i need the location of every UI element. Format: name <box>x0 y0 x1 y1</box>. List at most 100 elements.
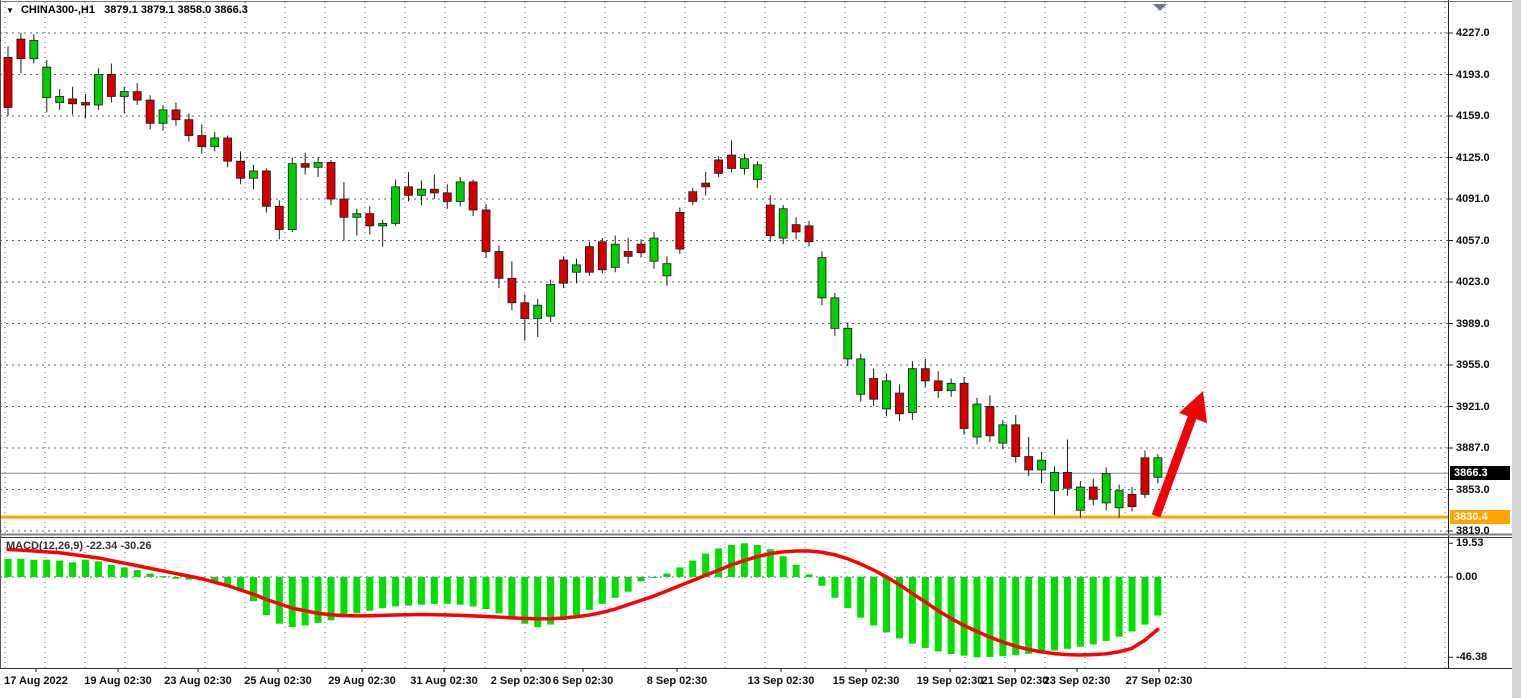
macd-histogram-bar <box>443 577 451 604</box>
macd-histogram-bar <box>1115 577 1123 637</box>
macd-histogram-bar <box>663 573 671 577</box>
macd-histogram-bar <box>805 574 813 577</box>
candlestick <box>998 424 1008 444</box>
macd-histogram-bar <box>469 577 477 607</box>
macd-histogram-bar <box>857 577 865 618</box>
macd-histogram-bar <box>650 577 658 578</box>
candlestick <box>1011 424 1021 457</box>
candlestick <box>274 205 284 230</box>
candlestick <box>1050 472 1059 492</box>
macd-histogram-bar <box>172 577 180 579</box>
macd-histogram-bar <box>17 558 25 577</box>
candlestick <box>300 163 310 168</box>
price-axis-label: 4057.0 <box>1456 234 1490 247</box>
date-axis-label: 8 Sep 02:30 <box>646 675 708 687</box>
chart-header: ▼ CHINA300-,H1 3879.1 3879.1 3858.0 3866… <box>6 4 248 16</box>
macd-histogram-bar <box>456 577 464 605</box>
macd-histogram-bar <box>818 577 826 586</box>
candlestick <box>623 251 633 257</box>
candlestick <box>158 109 168 124</box>
macd-histogram-bar <box>508 577 516 619</box>
candlestick <box>1140 457 1150 495</box>
support-price-tag: 3830.4 <box>1450 510 1510 525</box>
macd-histogram-bar <box>430 577 438 604</box>
price-axis-label: 4227.0 <box>1456 27 1490 39</box>
candlestick <box>339 198 349 218</box>
candlestick <box>895 392 904 415</box>
candlestick <box>869 378 879 400</box>
macd-histogram-bar <box>301 577 309 626</box>
macd-histogram-bar <box>340 577 348 617</box>
candlestick <box>636 243 646 254</box>
candlestick <box>1037 459 1046 471</box>
macd-histogram-bar <box>211 577 219 584</box>
candlestick <box>585 246 594 273</box>
candlestick <box>649 237 659 262</box>
macd-histogram-bar <box>314 577 322 623</box>
date-axis-label: 25 Aug 02:30 <box>244 675 312 687</box>
candlestick <box>16 38 26 60</box>
date-axis-label: 23 Sep 02:30 <box>1043 675 1111 687</box>
macd-histogram-bar <box>237 577 245 591</box>
candlestick <box>1127 493 1137 507</box>
macd-histogram-bar <box>728 544 736 577</box>
macd-histogram-bar <box>908 577 916 644</box>
macd-histogram-bar <box>275 577 283 624</box>
candlestick <box>261 170 271 207</box>
candlestick <box>1075 486 1085 511</box>
date-axis-label: 6 Sep 02:30 <box>552 675 614 687</box>
candlestick <box>1063 472 1072 489</box>
candlestick <box>184 119 194 136</box>
symbol-dropdown-icon[interactable]: ▼ <box>6 6 14 15</box>
macd-histogram-bar <box>521 577 529 624</box>
candlestick <box>223 137 233 162</box>
candlestick <box>546 284 556 317</box>
macd-histogram-bar <box>327 577 335 621</box>
date-axis-label: 2 Sep 02:30 <box>490 675 552 687</box>
candlestick <box>972 403 982 438</box>
price-axis-label: 4023.0 <box>1456 276 1490 288</box>
macd-histogram-bar <box>624 577 632 592</box>
macd-histogram-bar <box>353 577 361 614</box>
macd-histogram-bar <box>1128 577 1136 632</box>
macd-histogram-bar <box>585 577 593 610</box>
macd-histogram-bar <box>1038 577 1046 653</box>
macd-histogram-bar <box>405 577 413 606</box>
price-axis-label: 3853.0 <box>1456 483 1490 496</box>
macd-histogram-bar <box>934 577 942 652</box>
candlestick <box>985 406 995 437</box>
price-axis-label: 4159.0 <box>1456 110 1490 122</box>
macd-histogram-bar <box>560 577 568 621</box>
candlestick <box>429 188 439 194</box>
candlestick <box>145 99 155 124</box>
ohlc-readout: 3879.1 3879.1 3858.0 3866.3 <box>104 4 248 16</box>
date-axis-label: 31 Aug 02:30 <box>410 675 478 687</box>
date-axis-label: 17 Aug 2022 <box>4 675 68 687</box>
candlestick <box>132 91 142 101</box>
candlestick <box>468 181 478 211</box>
macd-histogram-bar <box>249 577 257 602</box>
macd-histogram-bar <box>779 556 787 577</box>
macd-histogram-bar <box>146 573 154 577</box>
up-arrow-head[interactable] <box>1179 391 1207 423</box>
candlestick <box>533 304 543 320</box>
macd-histogram-bar <box>366 577 374 611</box>
macd-axis-label: 0.00 <box>1456 571 1478 583</box>
macd-histogram-bar <box>702 553 710 577</box>
price-axis-label: 3819.0 <box>1456 525 1490 537</box>
candlestick <box>391 186 401 224</box>
candlestick <box>313 161 323 168</box>
candlestick <box>119 91 129 97</box>
date-axis-label: 21 Sep 02:30 <box>981 675 1049 687</box>
up-arrow-shaft[interactable] <box>1151 413 1198 518</box>
macd-histogram-bar <box>94 561 102 577</box>
macd-histogram-bar <box>82 559 90 577</box>
macd-histogram-bar <box>883 577 891 633</box>
candlestick <box>920 368 930 382</box>
chart-shift-marker-icon[interactable] <box>1153 4 1167 11</box>
macd-histogram-bar <box>1063 577 1071 649</box>
macd-histogram-bar <box>392 577 400 607</box>
macd-histogram-bar <box>107 564 115 577</box>
